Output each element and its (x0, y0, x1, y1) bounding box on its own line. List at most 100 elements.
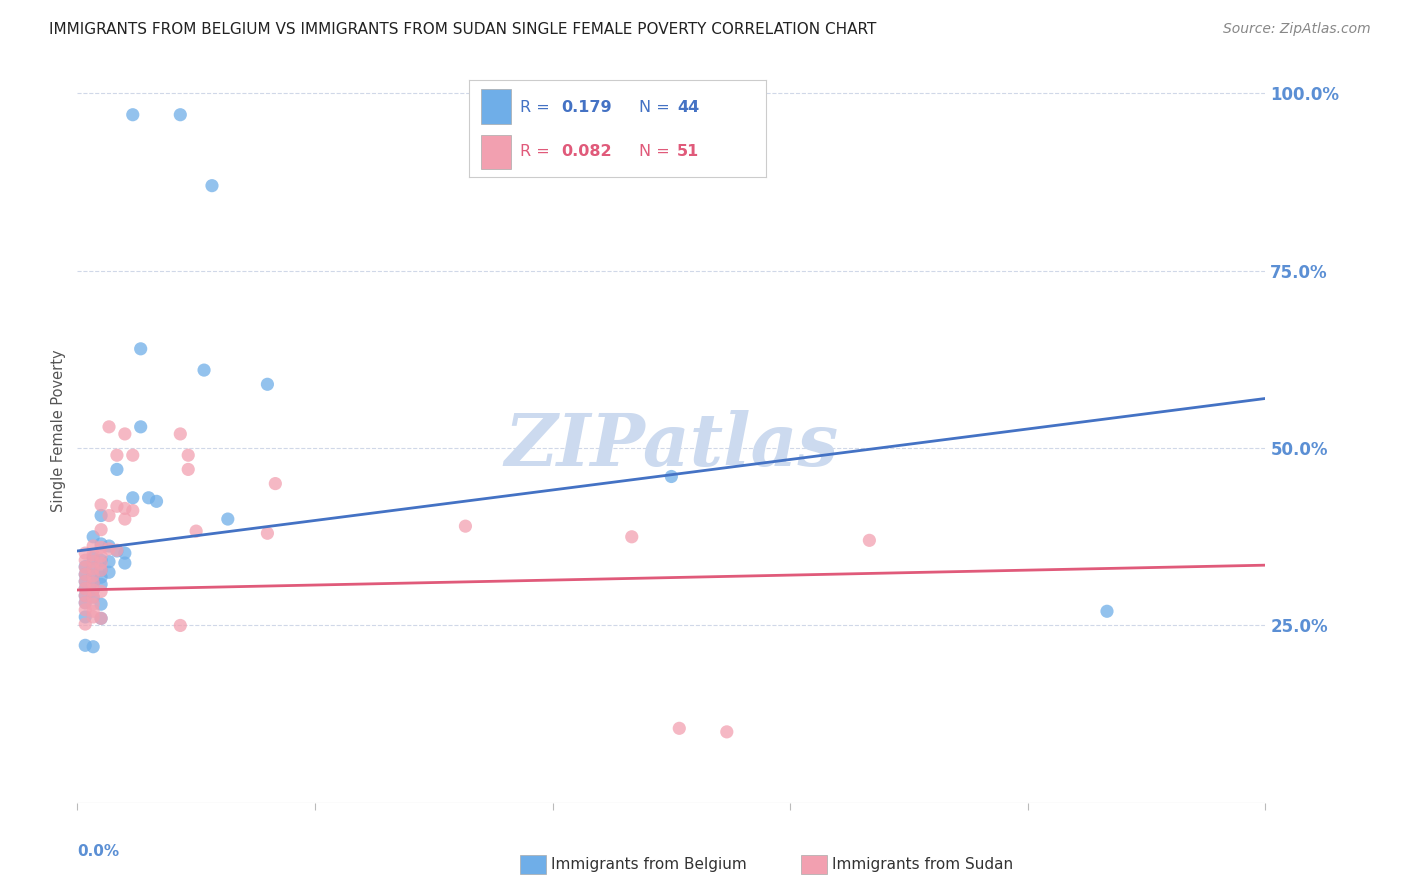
Point (114, 556, 136, 570)
Point (90, 611, 112, 625)
Point (82, 610, 104, 624)
Point (105, 543, 128, 558)
Point (75, 574, 97, 589)
Point (90, 523, 112, 537)
Point (98, 555, 121, 569)
Point (90, 537, 112, 551)
Point (177, 462, 200, 476)
Point (82, 582, 104, 597)
Point (121, 448, 143, 462)
Point (82, 548, 104, 562)
Point (82, 562, 104, 576)
Point (620, 530, 643, 544)
Text: ZIPatlas: ZIPatlas (505, 409, 838, 481)
Point (121, 503, 143, 517)
Point (105, 462, 128, 476)
Point (201, 178, 224, 193)
Point (75, 596, 97, 610)
Point (114, 501, 136, 516)
Point (114, 546, 136, 560)
Point (138, 491, 160, 505)
Point (90, 570, 112, 584)
Point (75, 559, 97, 574)
Point (1095, 604, 1118, 618)
Point (145, 494, 167, 508)
Point (90, 563, 112, 577)
Point (82, 604, 104, 618)
Point (75, 582, 97, 596)
Point (75, 582, 97, 596)
Point (75, 560, 97, 574)
Point (82, 555, 104, 569)
Point (75, 589, 97, 603)
Point (82, 539, 104, 553)
Point (82, 597, 104, 611)
Point (177, 448, 200, 462)
Point (82, 590, 104, 604)
Point (90, 597, 112, 611)
Point (82, 551, 104, 566)
Point (82, 569, 104, 583)
Point (105, 448, 128, 462)
Point (256, 526, 278, 541)
Point (75, 574, 97, 589)
Point (169, 108, 191, 122)
Point (114, 426, 136, 441)
Point (716, 724, 738, 739)
Point (82, 582, 104, 597)
Point (82, 640, 104, 654)
Point (169, 426, 191, 441)
Point (858, 533, 880, 548)
Point (75, 596, 97, 610)
Point (90, 553, 112, 567)
Point (90, 584, 112, 599)
Point (82, 575, 104, 590)
Point (90, 508, 112, 523)
Text: Immigrants from Sudan: Immigrants from Sudan (832, 857, 1014, 871)
Point (454, 519, 477, 533)
Point (75, 589, 97, 603)
Point (661, 469, 683, 483)
Text: 0.0%: 0.0% (77, 844, 120, 859)
Point (98, 566, 121, 580)
Point (82, 562, 104, 576)
Point (98, 420, 121, 434)
Point (75, 603, 97, 617)
Point (90, 563, 112, 577)
Point (98, 541, 121, 556)
Point (256, 377, 278, 392)
Point (98, 539, 121, 553)
Point (186, 524, 208, 538)
Point (75, 567, 97, 582)
Point (129, 342, 152, 356)
Point (90, 556, 112, 570)
Point (82, 530, 104, 544)
Point (82, 590, 104, 604)
Point (75, 546, 97, 560)
Point (90, 498, 112, 512)
Point (75, 638, 97, 652)
Point (217, 512, 239, 526)
Point (82, 575, 104, 590)
Y-axis label: Single Female Poverty: Single Female Poverty (51, 349, 66, 512)
Point (668, 721, 690, 735)
Point (82, 569, 104, 583)
Point (105, 544, 128, 558)
Text: IMMIGRANTS FROM BELGIUM VS IMMIGRANTS FROM SUDAN SINGLE FEMALE POVERTY CORRELATI: IMMIGRANTS FROM BELGIUM VS IMMIGRANTS FR… (49, 22, 876, 37)
Point (90, 549, 112, 563)
Point (121, 108, 143, 122)
Point (264, 476, 287, 491)
Text: Immigrants from Belgium: Immigrants from Belgium (551, 857, 747, 871)
Point (114, 512, 136, 526)
Point (193, 363, 215, 377)
Point (75, 553, 97, 567)
Point (75, 617, 97, 632)
Point (75, 567, 97, 582)
Point (98, 508, 121, 523)
Point (105, 500, 128, 514)
Point (129, 420, 152, 434)
Point (75, 610, 97, 624)
Point (90, 541, 112, 555)
Text: Source: ZipAtlas.com: Source: ZipAtlas.com (1223, 22, 1371, 37)
Point (121, 491, 143, 505)
